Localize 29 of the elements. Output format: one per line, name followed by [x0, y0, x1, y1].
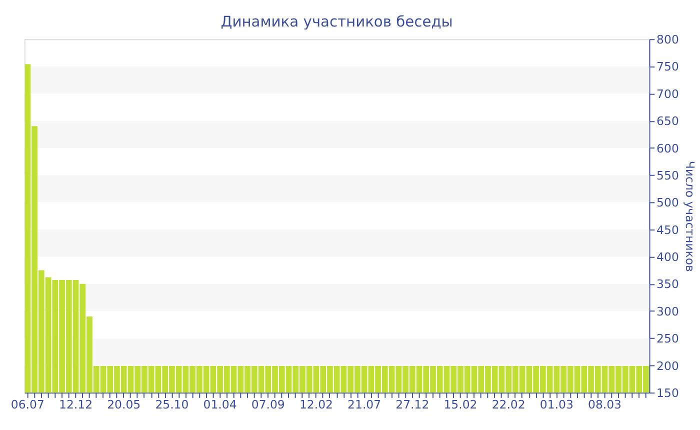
x-tick-label: 08.03 — [588, 398, 622, 412]
x-tick-label: 01.04 — [203, 398, 237, 412]
y-tick-label: 400 — [656, 250, 679, 264]
y-tick-label: 300 — [656, 304, 679, 318]
y-tick-label: 350 — [656, 277, 679, 292]
y-tick-label: 650 — [656, 114, 679, 128]
x-tick-label: 27.12 — [396, 398, 430, 412]
y-tick-label: 450 — [656, 222, 679, 237]
x-tick-label: 12.02 — [299, 398, 333, 412]
chart-title: Динамика участников беседы — [220, 13, 453, 30]
y-tick-label: 800 — [656, 32, 679, 47]
y-tick-label: 250 — [656, 332, 679, 346]
x-tick-label: 22.02 — [492, 398, 526, 412]
x-tick-label: 07.09 — [251, 398, 285, 412]
x-tick-label: 06.07 — [10, 398, 44, 412]
y-tick-label: 700 — [656, 86, 679, 101]
x-tick-label: 25.10 — [155, 398, 189, 412]
x-tick-label: 21.07 — [348, 398, 382, 412]
y-tick-label: 150 — [656, 386, 679, 400]
y-tick-label: 500 — [656, 196, 679, 210]
x-tick-label: 15.02 — [444, 398, 478, 412]
y-axis-title: Число участников — [682, 160, 697, 272]
y-tick-label: 600 — [656, 141, 679, 156]
y-tick-label: 200 — [656, 358, 679, 373]
y-tick-label: 550 — [656, 168, 679, 182]
x-tick-label: 12.12 — [59, 398, 93, 412]
x-tick-label: 01.03 — [540, 398, 574, 412]
x-tick-label: 20.05 — [107, 398, 141, 412]
y-tick-label: 750 — [656, 60, 679, 74]
